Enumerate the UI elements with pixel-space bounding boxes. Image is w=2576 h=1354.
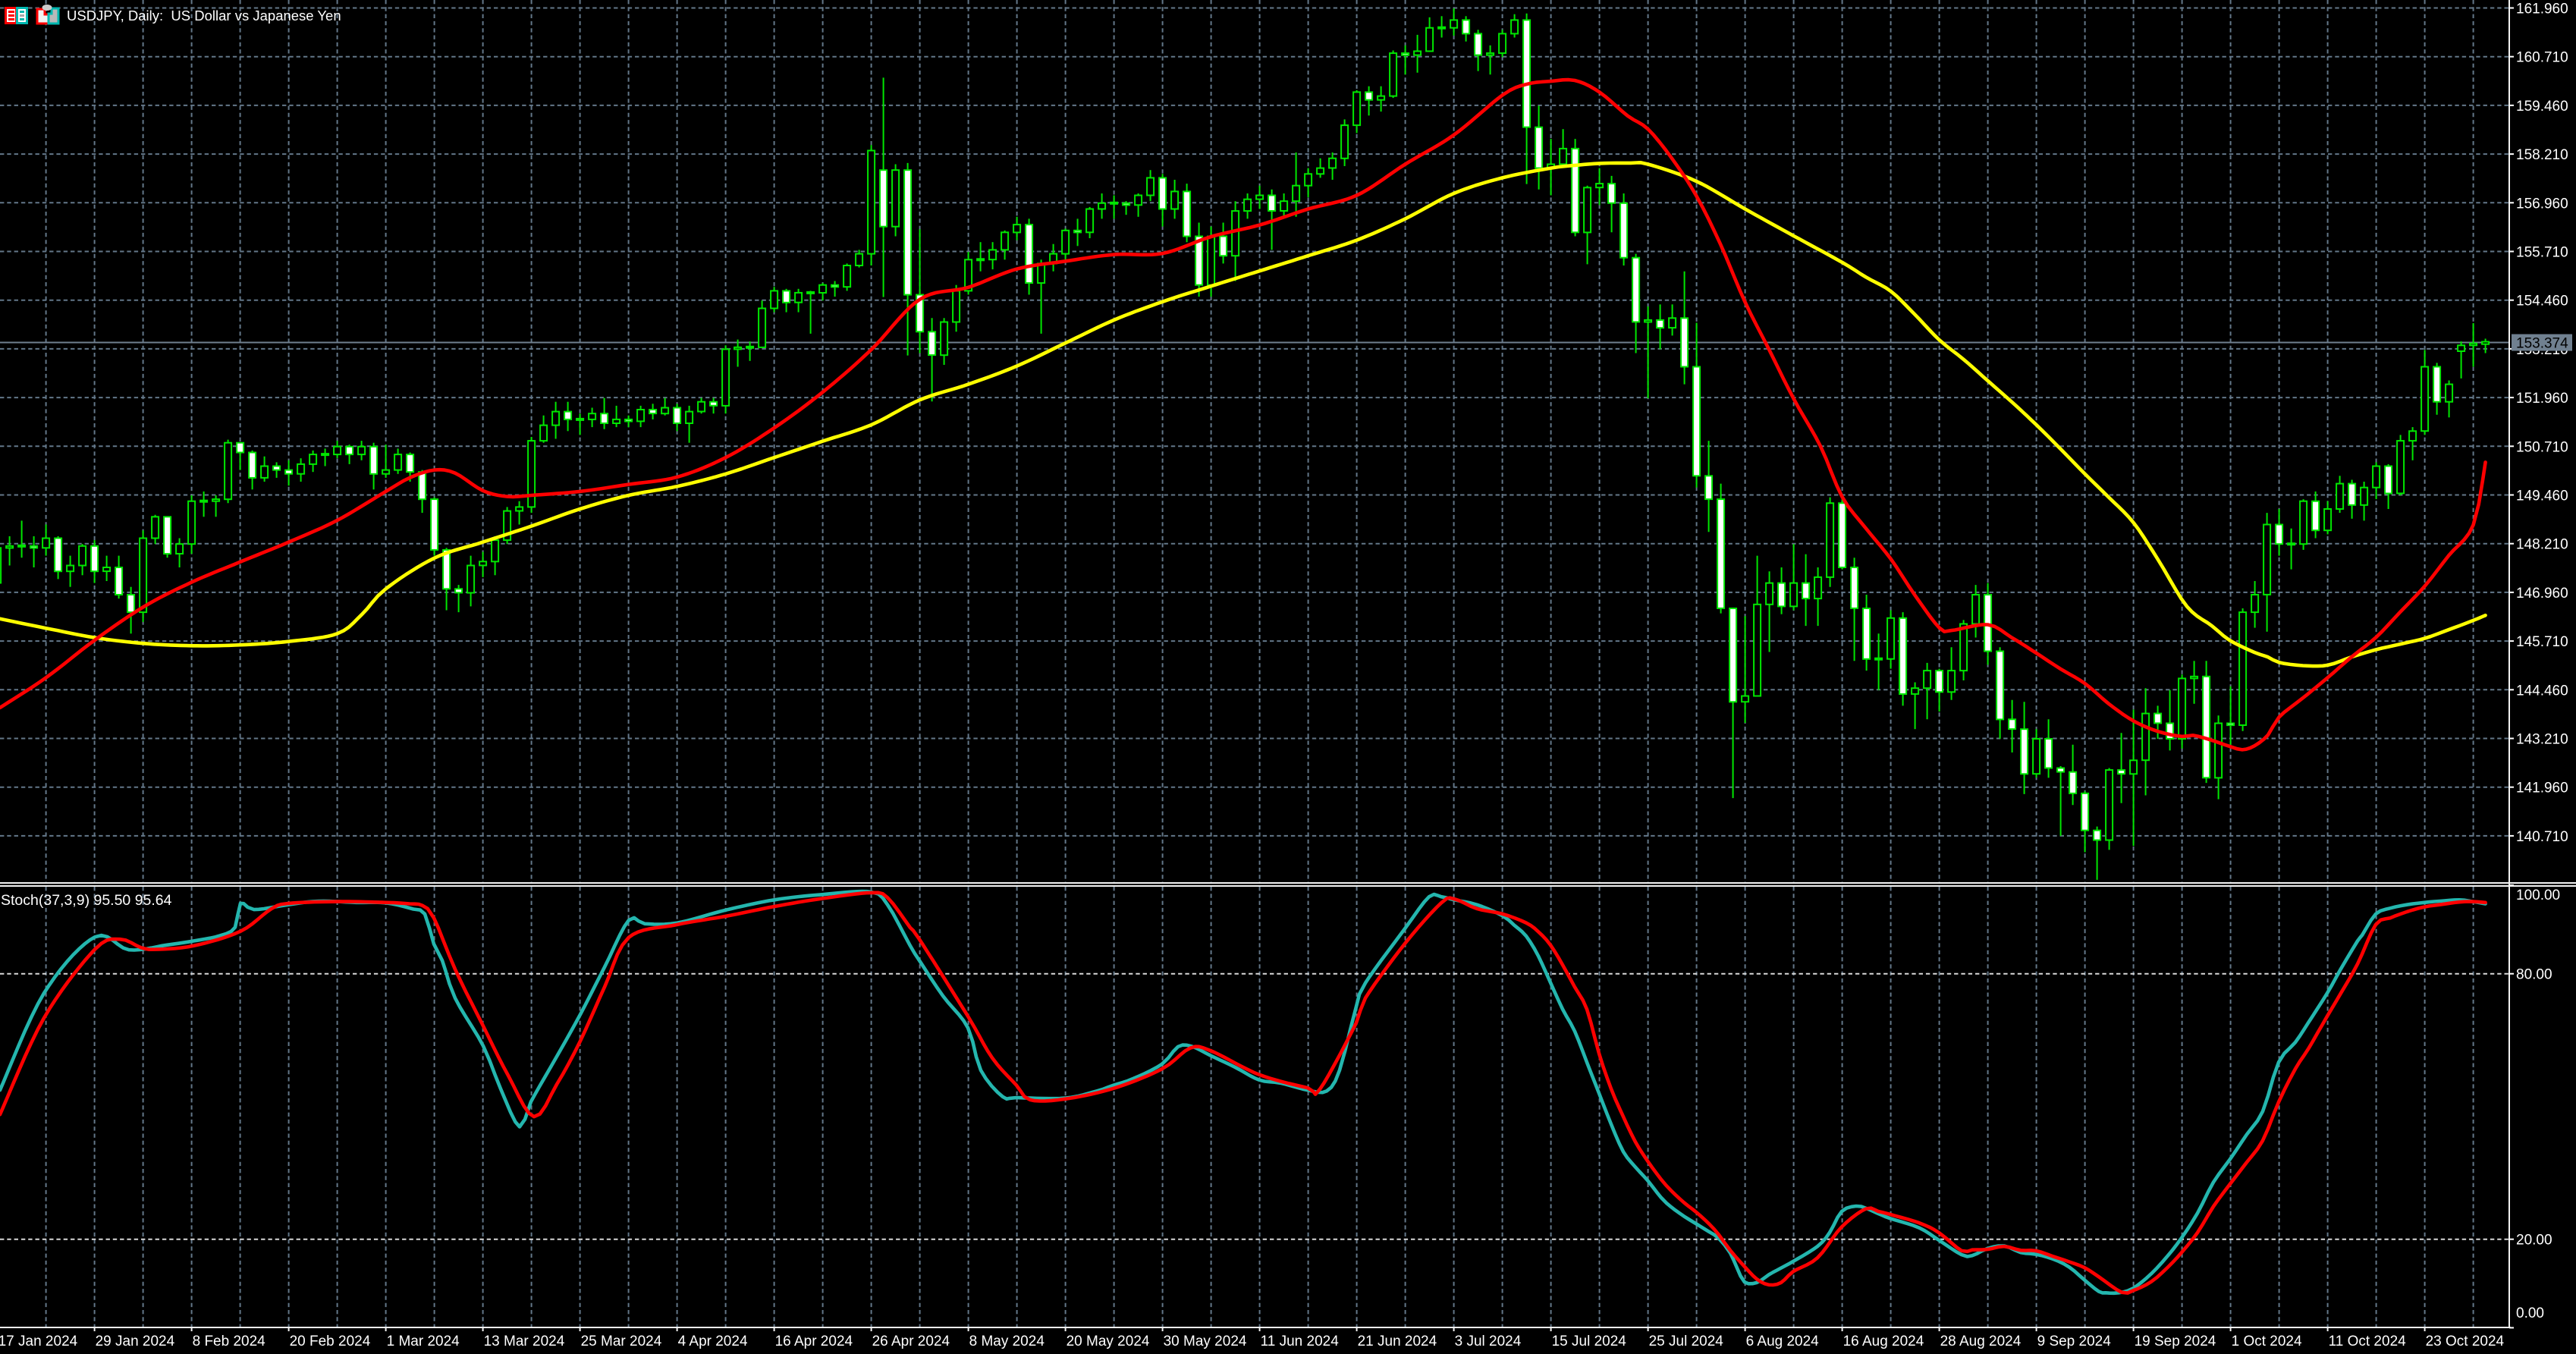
svg-text:21 Jun 2024: 21 Jun 2024 bbox=[1358, 1334, 1437, 1349]
svg-text:1 Mar 2024: 1 Mar 2024 bbox=[387, 1334, 460, 1349]
svg-text:143.210: 143.210 bbox=[2516, 732, 2568, 748]
svg-text:156.960: 156.960 bbox=[2516, 196, 2568, 212]
svg-text:8 May 2024: 8 May 2024 bbox=[969, 1334, 1045, 1349]
svg-text:153.374: 153.374 bbox=[2516, 336, 2568, 352]
svg-text:144.460: 144.460 bbox=[2516, 683, 2568, 699]
svg-text:1 Oct 2024: 1 Oct 2024 bbox=[2232, 1334, 2302, 1349]
svg-text:20 May 2024: 20 May 2024 bbox=[1067, 1334, 1150, 1349]
svg-text:17 Jan 2024: 17 Jan 2024 bbox=[0, 1334, 78, 1349]
svg-text:6 Aug 2024: 6 Aug 2024 bbox=[1746, 1334, 1820, 1349]
svg-text:0.00: 0.00 bbox=[2516, 1305, 2544, 1321]
svg-text:30 May 2024: 30 May 2024 bbox=[1164, 1334, 1247, 1349]
svg-text:25 Mar 2024: 25 Mar 2024 bbox=[581, 1334, 662, 1349]
svg-text:USDJPY, Daily: US Dollar vs J: USDJPY, Daily: US Dollar vs Japanese Yen bbox=[67, 8, 341, 24]
svg-text:150.710: 150.710 bbox=[2516, 439, 2568, 455]
svg-text:29 Jan 2024: 29 Jan 2024 bbox=[96, 1334, 175, 1349]
svg-text:145.710: 145.710 bbox=[2516, 634, 2568, 650]
svg-text:80.00: 80.00 bbox=[2516, 967, 2552, 983]
svg-text:158.210: 158.210 bbox=[2516, 147, 2568, 163]
svg-text:15 Jul 2024: 15 Jul 2024 bbox=[1552, 1334, 1627, 1349]
svg-text:148.210: 148.210 bbox=[2516, 537, 2568, 553]
svg-text:13 Mar 2024: 13 Mar 2024 bbox=[484, 1334, 565, 1349]
svg-text:159.460: 159.460 bbox=[2516, 99, 2568, 115]
svg-text:20.00: 20.00 bbox=[2516, 1233, 2552, 1249]
svg-text:141.960: 141.960 bbox=[2516, 781, 2568, 796]
svg-text:25 Jul 2024: 25 Jul 2024 bbox=[1649, 1334, 1724, 1349]
svg-text:160.710: 160.710 bbox=[2516, 50, 2568, 66]
svg-text:161.960: 161.960 bbox=[2516, 2, 2568, 17]
svg-text:16 Aug 2024: 16 Aug 2024 bbox=[1843, 1334, 1924, 1349]
svg-text:19 Sep 2024: 19 Sep 2024 bbox=[2135, 1334, 2216, 1349]
svg-text:100.00: 100.00 bbox=[2516, 887, 2560, 903]
svg-text:28 Aug 2024: 28 Aug 2024 bbox=[1940, 1334, 2022, 1349]
svg-text:Stoch(37,3,9) 95.50 95.64: Stoch(37,3,9) 95.50 95.64 bbox=[1, 892, 172, 909]
svg-text:23 Oct 2024: 23 Oct 2024 bbox=[2426, 1334, 2505, 1349]
svg-text:149.460: 149.460 bbox=[2516, 489, 2568, 504]
svg-text:4 Apr 2024: 4 Apr 2024 bbox=[678, 1334, 748, 1349]
svg-text:26 Apr 2024: 26 Apr 2024 bbox=[872, 1334, 950, 1349]
svg-text:154.460: 154.460 bbox=[2516, 294, 2568, 309]
svg-text:140.710: 140.710 bbox=[2516, 829, 2568, 845]
svg-text:3 Jul 2024: 3 Jul 2024 bbox=[1455, 1334, 1522, 1349]
svg-text:9 Sep 2024: 9 Sep 2024 bbox=[2037, 1334, 2112, 1349]
svg-text:11 Oct 2024: 11 Oct 2024 bbox=[2329, 1334, 2407, 1349]
svg-text:151.960: 151.960 bbox=[2516, 391, 2568, 407]
svg-text:146.960: 146.960 bbox=[2516, 586, 2568, 602]
svg-text:11 Jun 2024: 11 Jun 2024 bbox=[1261, 1334, 1340, 1349]
svg-text:155.710: 155.710 bbox=[2516, 245, 2568, 261]
svg-text:8 Feb 2024: 8 Feb 2024 bbox=[193, 1334, 266, 1349]
svg-text:16 Apr 2024: 16 Apr 2024 bbox=[775, 1334, 853, 1349]
svg-text:20 Feb 2024: 20 Feb 2024 bbox=[290, 1334, 371, 1349]
